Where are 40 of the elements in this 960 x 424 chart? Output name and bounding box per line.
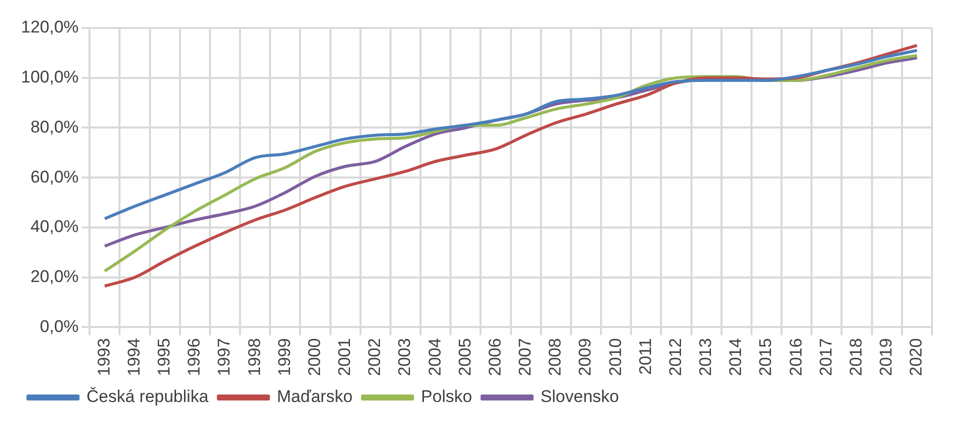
x-tick-label: 2009 [576,338,595,376]
x-tick-label: 1993 [94,338,114,376]
y-tick-label: 20,0% [30,267,79,286]
x-tick-label: 2010 [606,338,625,376]
x-tick-label: 2018 [846,338,866,376]
y-tick-label: 40,0% [30,217,79,236]
legend-label: Slovensko [540,387,619,406]
line-series [103,48,918,220]
x-tick-label: 2015 [756,338,776,376]
x-tick-label: 2002 [365,338,384,376]
x-tick-label: 2013 [696,338,716,376]
x-tick-label: 2007 [516,338,535,376]
x-tick-label: 2005 [455,338,474,376]
x-tick-label: 2008 [546,338,565,376]
x-tick-label: 1996 [184,338,204,376]
x-tick-label: 1998 [244,338,264,376]
legend-label: Česká republika [86,387,209,406]
x-tick-label: 2000 [304,338,324,376]
x-tick-label: 1997 [214,338,234,376]
y-tick-label: 120,0% [20,18,79,37]
legend-label: Polsko [421,387,472,406]
x-tick-label: 2020 [906,338,926,376]
y-tick-label: 60,0% [30,167,79,186]
y-tick-label: 80,0% [30,117,79,136]
x-tick-label: 2019 [876,338,896,376]
x-tick-label: 1994 [124,338,144,376]
y-tick-label: 100,0% [20,68,79,87]
x-tick-label: 2016 [786,338,806,376]
x-tick-label: 2012 [666,338,685,376]
x-tick-label: 2014 [726,338,746,376]
x-tick-label: 2001 [335,338,354,376]
y-tick-label: 0,0% [40,316,79,336]
x-tick-label: 2004 [425,338,444,376]
x-tick-label: 1999 [274,338,294,376]
x-tick-label: 1995 [154,338,174,376]
x-tick-label: 2003 [395,338,414,376]
x-tick-label: 2011 [636,338,655,375]
x-tick-label: 2017 [816,338,836,376]
x-tick-label: 2006 [485,338,504,376]
legend-label: Maďarsko [276,387,353,406]
